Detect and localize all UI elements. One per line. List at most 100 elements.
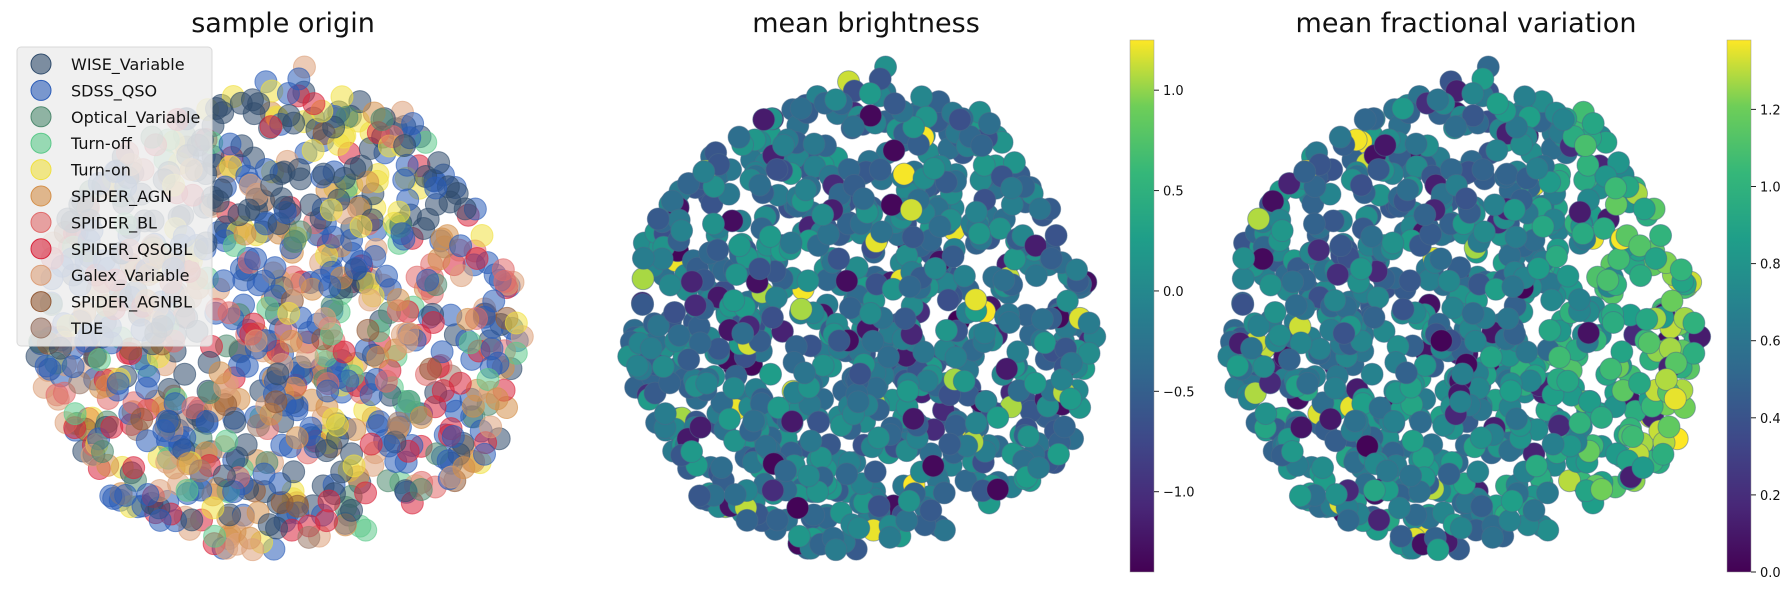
data-point xyxy=(1502,198,1526,222)
data-point xyxy=(1568,411,1592,435)
data-point xyxy=(1527,256,1551,280)
data-point xyxy=(340,498,364,522)
data-point xyxy=(631,293,655,317)
data-point xyxy=(1326,262,1350,286)
data-point xyxy=(986,405,1010,429)
data-point xyxy=(1059,387,1083,411)
data-point xyxy=(1515,340,1539,364)
data-point xyxy=(1247,207,1271,231)
data-point xyxy=(424,176,448,200)
data-point xyxy=(1362,478,1386,502)
data-point xyxy=(491,258,515,282)
legend-marker xyxy=(30,317,52,339)
data-point xyxy=(1635,307,1659,331)
data-point xyxy=(1637,331,1661,355)
data-point xyxy=(203,524,227,548)
data-point xyxy=(409,477,433,501)
data-point xyxy=(1505,115,1529,139)
data-point xyxy=(479,415,503,439)
data-point xyxy=(765,508,789,532)
data-point xyxy=(90,440,114,464)
data-point xyxy=(827,329,851,353)
data-point xyxy=(1573,134,1597,158)
data-point xyxy=(789,96,813,120)
data-point xyxy=(683,293,707,317)
data-point xyxy=(1657,415,1681,439)
data-point xyxy=(208,361,232,385)
colorbar-gradient xyxy=(1129,39,1155,573)
legend-marker xyxy=(30,132,52,154)
data-point xyxy=(1024,264,1048,288)
data-point xyxy=(279,329,303,353)
legend-marker xyxy=(30,106,52,128)
colorbar-tick-label: 1.0 xyxy=(1760,180,1781,195)
data-point xyxy=(1288,484,1312,508)
legend-label: SPIDER_AGNBL xyxy=(71,293,192,313)
legend-label: Turn-on xyxy=(70,161,131,180)
data-point xyxy=(1373,133,1397,157)
data-point xyxy=(1289,331,1313,355)
data-point xyxy=(244,247,268,271)
data-point xyxy=(1604,176,1628,200)
legend-label: SPIDER_AGN xyxy=(71,187,172,207)
data-point xyxy=(1596,268,1620,292)
data-point xyxy=(670,219,694,243)
data-point xyxy=(827,247,851,271)
data-point xyxy=(252,269,276,293)
data-point xyxy=(1028,197,1052,221)
colorbar-mean-brightness: 1.0 0.5 0.0 −0.5 −1.0 xyxy=(1129,39,1195,573)
colorbar-tick-label: −0.5 xyxy=(1163,385,1195,400)
data-point xyxy=(880,193,904,217)
data-point xyxy=(724,262,748,286)
data-point xyxy=(458,331,482,355)
data-point xyxy=(1263,300,1287,324)
data-point xyxy=(1578,390,1602,414)
data-point xyxy=(1426,88,1450,112)
data-point xyxy=(852,187,876,211)
data-point xyxy=(1000,176,1024,200)
data-point xyxy=(295,345,319,369)
data-point xyxy=(1536,481,1560,505)
data-point xyxy=(1599,357,1623,381)
data-point xyxy=(883,92,907,116)
data-point xyxy=(1581,112,1605,136)
data-point xyxy=(1547,345,1571,369)
data-point xyxy=(1296,371,1320,395)
data-point xyxy=(277,104,301,128)
data-point xyxy=(212,464,236,488)
data-point xyxy=(835,269,859,293)
data-point xyxy=(728,234,752,258)
data-point xyxy=(1332,321,1356,345)
data-point xyxy=(765,158,789,182)
data-point xyxy=(1307,238,1331,262)
data-point xyxy=(748,173,772,197)
data-point xyxy=(99,484,123,508)
data-point xyxy=(266,362,290,386)
data-point xyxy=(974,390,998,414)
points-mean-fractional-variation xyxy=(1217,55,1712,562)
data-point xyxy=(134,376,158,400)
data-point xyxy=(100,415,124,439)
data-point xyxy=(1268,323,1292,347)
data-point xyxy=(928,214,952,238)
data-point xyxy=(259,115,283,139)
data-point xyxy=(265,516,289,540)
data-point xyxy=(1387,496,1411,520)
data-point xyxy=(758,224,782,248)
data-point xyxy=(1389,524,1413,548)
data-point xyxy=(1329,234,1353,258)
data-point xyxy=(932,518,956,542)
data-point xyxy=(452,456,476,480)
data-point xyxy=(677,348,701,372)
legend-marker xyxy=(30,211,52,233)
colorbar-tick-label: 0.0 xyxy=(1760,566,1781,581)
data-point xyxy=(412,216,436,240)
data-point xyxy=(1429,247,1453,271)
data-point xyxy=(316,379,340,403)
data-point xyxy=(651,355,675,379)
data-point xyxy=(61,355,85,379)
data-point xyxy=(938,432,962,456)
data-point xyxy=(858,301,882,325)
data-point xyxy=(1360,362,1384,386)
